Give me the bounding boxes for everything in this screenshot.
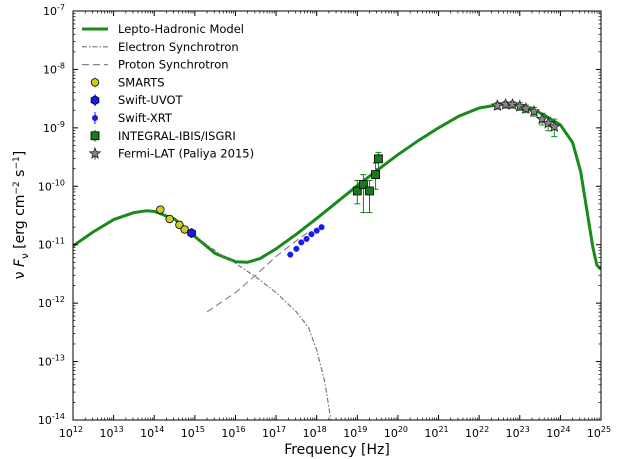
data-markers bbox=[156, 97, 561, 258]
x-tick-label: 1017 bbox=[262, 425, 286, 440]
plot-frame bbox=[72, 10, 602, 421]
x-tick-label: 1021 bbox=[424, 425, 448, 440]
data-point-dot bbox=[298, 239, 305, 246]
data-point-dot bbox=[287, 251, 294, 258]
data-point-star bbox=[506, 97, 519, 110]
data-point-star bbox=[541, 116, 555, 129]
x-tick-label: 1014 bbox=[140, 425, 164, 440]
y-tick-label: 10-14 bbox=[38, 412, 65, 427]
data-point-star bbox=[548, 120, 561, 132]
legend: Lepto-Hadronic Model Electron Synchrotron… bbox=[82, 22, 254, 161]
y-tick-label: 10-10 bbox=[38, 178, 65, 193]
data-point-circle bbox=[175, 220, 184, 230]
x-tick-label: 1025 bbox=[587, 425, 611, 440]
legend-label: Lepto-Hadronic Model bbox=[118, 22, 244, 36]
x-tick-label: 1012 bbox=[59, 425, 83, 440]
legend-label: SMARTS bbox=[118, 75, 165, 89]
data-point-circle bbox=[180, 225, 189, 234]
y-axis-ticks: 10-14 10-13 10-12 10-11 10-10 10-9 10-8 10-7 bbox=[38, 3, 601, 427]
legend-label: INTEGRAL-IBIS/ISGRI bbox=[118, 129, 236, 143]
data-point-dot bbox=[303, 235, 310, 242]
x-tick-label: 1022 bbox=[465, 425, 489, 440]
series-line-2 bbox=[206, 231, 309, 313]
y-tick-label: 10-8 bbox=[43, 61, 65, 76]
y-tick-label: 10-9 bbox=[43, 120, 65, 135]
legend-label: Electron Synchrotron bbox=[118, 40, 239, 54]
x-tick-label: 1015 bbox=[181, 425, 205, 440]
legend-marker bbox=[90, 78, 100, 87]
data-point-star bbox=[527, 104, 541, 117]
legend-marker bbox=[88, 146, 102, 159]
data-point-dot bbox=[318, 224, 325, 231]
data-point-dot bbox=[293, 245, 300, 252]
data-point-square bbox=[358, 180, 368, 189]
series-line-1 bbox=[202, 241, 332, 420]
data-point-square bbox=[352, 186, 362, 196]
data-point-square bbox=[374, 154, 383, 164]
x-tick-label: 1020 bbox=[384, 425, 408, 440]
x-tick-label: 1016 bbox=[221, 425, 245, 440]
legend-label: Fermi-LAT (Paliya 2015) bbox=[118, 147, 254, 161]
y-tick-label: 10-11 bbox=[38, 237, 65, 252]
y-tick-label: 10-13 bbox=[38, 354, 65, 369]
data-point-square bbox=[365, 186, 374, 196]
data-point-circle bbox=[156, 205, 165, 214]
data-point-hexagon bbox=[187, 228, 196, 238]
data-point-square bbox=[371, 170, 380, 180]
x-tick-label: 1013 bbox=[100, 425, 124, 440]
x-axis-label: Frequency [Hz] bbox=[284, 442, 390, 458]
y-tick-label: 10-12 bbox=[38, 295, 65, 310]
x-tick-label: 1018 bbox=[303, 425, 327, 440]
data-point-star bbox=[519, 102, 533, 114]
legend-marker bbox=[91, 114, 99, 122]
y-axis-label: ν Fν [erg cm−2 s−1] bbox=[12, 151, 31, 279]
y-tick-label: 10-7 bbox=[43, 3, 65, 18]
data-point-circle bbox=[165, 214, 174, 224]
data-point-dot bbox=[313, 227, 320, 234]
legend-marker bbox=[90, 95, 100, 106]
x-tick-label: 1023 bbox=[506, 425, 530, 440]
x-tick-label: 1024 bbox=[546, 425, 570, 440]
x-tick-label: 1019 bbox=[343, 425, 367, 440]
legend-label: Swift-UVOT bbox=[118, 93, 184, 107]
legend-label: Swift-XRT bbox=[118, 111, 173, 125]
legend-marker bbox=[90, 131, 100, 141]
data-point-dot bbox=[308, 231, 315, 238]
legend-label: Proton Synchrotron bbox=[118, 58, 229, 72]
